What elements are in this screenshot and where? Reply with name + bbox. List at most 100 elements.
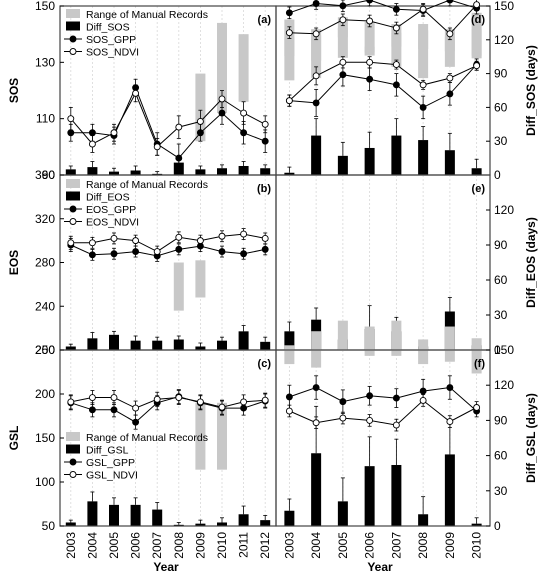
panel-d: (d) 0 30 60 90 120 150 Diff_SOS (days): [275, 0, 538, 182]
diff-bar: [391, 135, 402, 175]
ndvi-line: [70, 92, 266, 148]
range-bar: [284, 37, 295, 56]
diff-bar: [195, 169, 206, 175]
range-bar: [444, 29, 455, 52]
range-bar: [444, 326, 455, 362]
ndvi-point: [261, 234, 269, 242]
x-axis-title-left: Year: [153, 560, 179, 574]
range-bar: [418, 30, 429, 49]
ndvi-point: [153, 248, 161, 256]
diff-bar: [195, 523, 206, 526]
x-tick-label: 2003: [282, 532, 296, 559]
range-bar: [337, 28, 348, 38]
range-bar: [471, 338, 482, 374]
gpp-point: [366, 75, 374, 83]
gpp-point: [392, 81, 400, 89]
legend-label: GSL_GPP: [86, 457, 135, 469]
ndvi-point: [218, 232, 226, 240]
ndvi-line: [289, 61, 477, 101]
ndvi-point: [392, 24, 400, 32]
legend-label: EOS_GPP: [86, 204, 136, 216]
y-tick-label: 360: [35, 168, 55, 182]
ndvi-point: [446, 30, 454, 38]
diff-bar: [337, 501, 348, 526]
y2-tick-label: 150: [494, 343, 514, 357]
y2-tick-label: 30: [494, 134, 508, 148]
diff-bar: [152, 509, 163, 526]
gpp-point: [67, 129, 75, 137]
ndvi-point: [175, 394, 183, 401]
x-tick-label: 2005: [336, 532, 350, 559]
y2-tick-label: 30: [494, 308, 508, 322]
gpp-point: [285, 393, 293, 401]
legend-swatch-diff: [66, 444, 80, 454]
legend-swatch-range: [66, 432, 80, 441]
diff-bar: [238, 331, 249, 350]
ndvi-point: [446, 418, 454, 426]
y2-tick-label: 120: [494, 33, 514, 47]
legend-marker: [69, 35, 77, 43]
gpp-point: [366, 0, 374, 4]
ndvi-point: [88, 140, 96, 148]
y2-tick-label: 90: [494, 67, 508, 81]
gpp-point: [419, 103, 427, 111]
gpp-point: [419, 387, 427, 395]
legend-label: SOS_GPP: [86, 34, 136, 46]
diff-bar: [337, 155, 348, 175]
panel-f: (f) 0 30 60 90 120 150 Diff_GSL (days) 2003 2004 2…: [275, 320, 538, 559]
range-bar: [337, 17, 348, 58]
y-axis-title: EOS: [7, 250, 21, 275]
diff-bar: [217, 168, 227, 175]
gpp-point: [446, 384, 454, 391]
diff-bar: [195, 346, 206, 350]
diff-bar: [284, 172, 295, 175]
y-tick-label: 250: [35, 343, 55, 357]
y2-tick-label: 0: [494, 168, 501, 182]
diff-bar: [284, 331, 295, 350]
legend-swatch-diff: [66, 21, 80, 31]
y2-tick-label: 60: [494, 273, 508, 287]
diff-bar: [65, 522, 76, 526]
gpp-point: [312, 384, 320, 391]
range-bar: [364, 46, 375, 53]
y2-axis-title: Diff_SOS (days): [524, 45, 538, 136]
legend-label: Diff_SOS: [86, 22, 130, 34]
gpp-point: [132, 418, 140, 426]
ndvi-point: [110, 129, 118, 137]
range-bar: [418, 339, 429, 365]
range-bar: [195, 402, 206, 470]
diff-bar: [238, 514, 249, 526]
ndvi-line: [289, 399, 477, 426]
legend-swatch-range: [66, 9, 80, 18]
ndvi-point: [446, 74, 454, 82]
gpp-point: [218, 248, 226, 256]
diff-bar: [238, 165, 249, 175]
gpp-line: [70, 244, 266, 257]
legend-marker: [69, 48, 77, 55]
ndvi-point: [261, 396, 269, 404]
gpp-line: [70, 396, 266, 423]
ndvi-point: [312, 72, 320, 80]
range-bar: [444, 36, 455, 67]
y-tick-label: 90: [42, 168, 56, 182]
x-tick-label: 2008: [172, 532, 186, 559]
x-tick-label: 2011: [237, 532, 251, 558]
ndvi-line: [289, 4, 477, 35]
diff-bar: [217, 340, 227, 350]
ndvi-point: [88, 394, 96, 401]
y-tick-label: 110: [36, 112, 55, 126]
legend-label: GSL_NDVI: [86, 470, 138, 482]
x-tick-label: 2004: [85, 532, 99, 559]
ndvi-point: [240, 109, 248, 117]
ndvi-point: [218, 403, 226, 411]
ndvi-point: [392, 61, 400, 69]
ndvi-point: [67, 115, 75, 123]
plot-frame: [275, 174, 491, 351]
panel-label: (b): [257, 183, 271, 195]
y2-tick-label: 60: [494, 449, 508, 463]
x-tick-label: 2007: [150, 532, 164, 559]
ndvi-point: [132, 404, 140, 412]
diff-bar: [444, 454, 455, 526]
